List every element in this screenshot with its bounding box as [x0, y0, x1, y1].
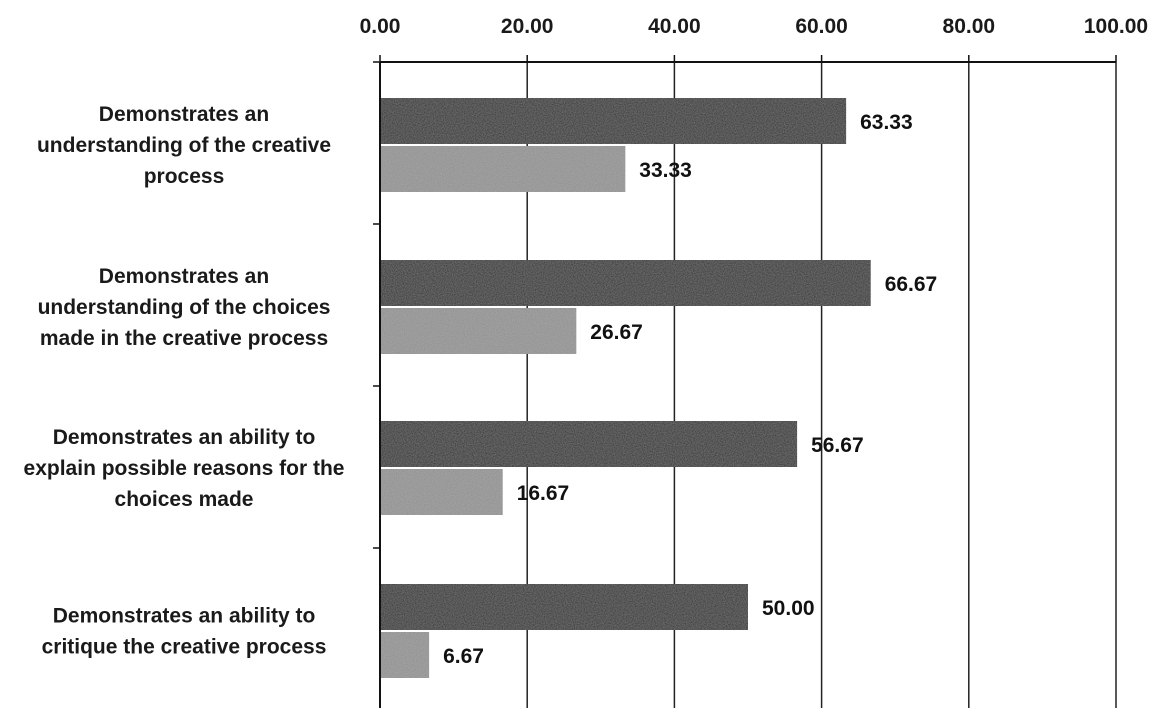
- data-label: 63.33: [860, 111, 913, 134]
- category-label: Demonstrates an understanding of the crea…: [37, 103, 331, 188]
- data-label: 50.00: [762, 597, 815, 620]
- x-tick-label: 80.00: [943, 15, 996, 38]
- category-label-line: understanding of the choices: [38, 296, 331, 319]
- bar: [380, 146, 626, 192]
- category-label: Demonstrates an ability to critique the c…: [42, 605, 327, 659]
- bar: [380, 260, 871, 306]
- category-label-line: Demonstrates an: [99, 103, 269, 126]
- data-label: 6.67: [443, 645, 484, 668]
- category-label-line: critique the creative process: [42, 636, 327, 659]
- category-label: Demonstrates an understanding of the choi…: [38, 265, 331, 350]
- data-label: 33.33: [639, 159, 692, 182]
- bar: [380, 308, 577, 354]
- x-tick-label: 100.00: [1084, 15, 1148, 38]
- x-tick-label: 0.00: [360, 15, 401, 38]
- category-label-line: Demonstrates an ability to: [53, 605, 316, 628]
- data-label: 56.67: [811, 434, 864, 457]
- x-tick-labels: 0.00 20.00 40.00 60.00 80.00 100.00: [360, 15, 1149, 38]
- bar: [380, 98, 847, 144]
- category-label-line: made in the creative process: [40, 327, 328, 350]
- category-label-line: explain possible reasons for the: [24, 457, 345, 480]
- category-label: Demonstrates an ability to explain possib…: [24, 426, 345, 511]
- data-labels: 63.33 66.67 56.67 50.00 33.33 26.67 16.67 6.67: [443, 111, 937, 668]
- bar: [380, 632, 430, 678]
- data-label: 66.67: [885, 273, 938, 296]
- bar: [380, 584, 748, 630]
- category-label-line: process: [144, 165, 225, 188]
- data-label: 16.67: [517, 482, 570, 505]
- data-label: 26.67: [590, 321, 643, 344]
- axes: [373, 55, 1117, 708]
- x-tick-label: 60.00: [795, 15, 848, 38]
- bars: [380, 98, 871, 678]
- bar: [380, 469, 503, 515]
- category-label-line: Demonstrates an ability to: [53, 426, 316, 449]
- bar: [380, 421, 798, 467]
- x-tick-label: 40.00: [648, 15, 701, 38]
- category-labels: Demonstrates an understanding of the crea…: [24, 103, 345, 659]
- category-label-line: Demonstrates an: [99, 265, 269, 288]
- category-label-line: choices made: [115, 488, 254, 511]
- category-label-line: understanding of the creative: [37, 134, 331, 157]
- x-tick-label: 20.00: [501, 15, 554, 38]
